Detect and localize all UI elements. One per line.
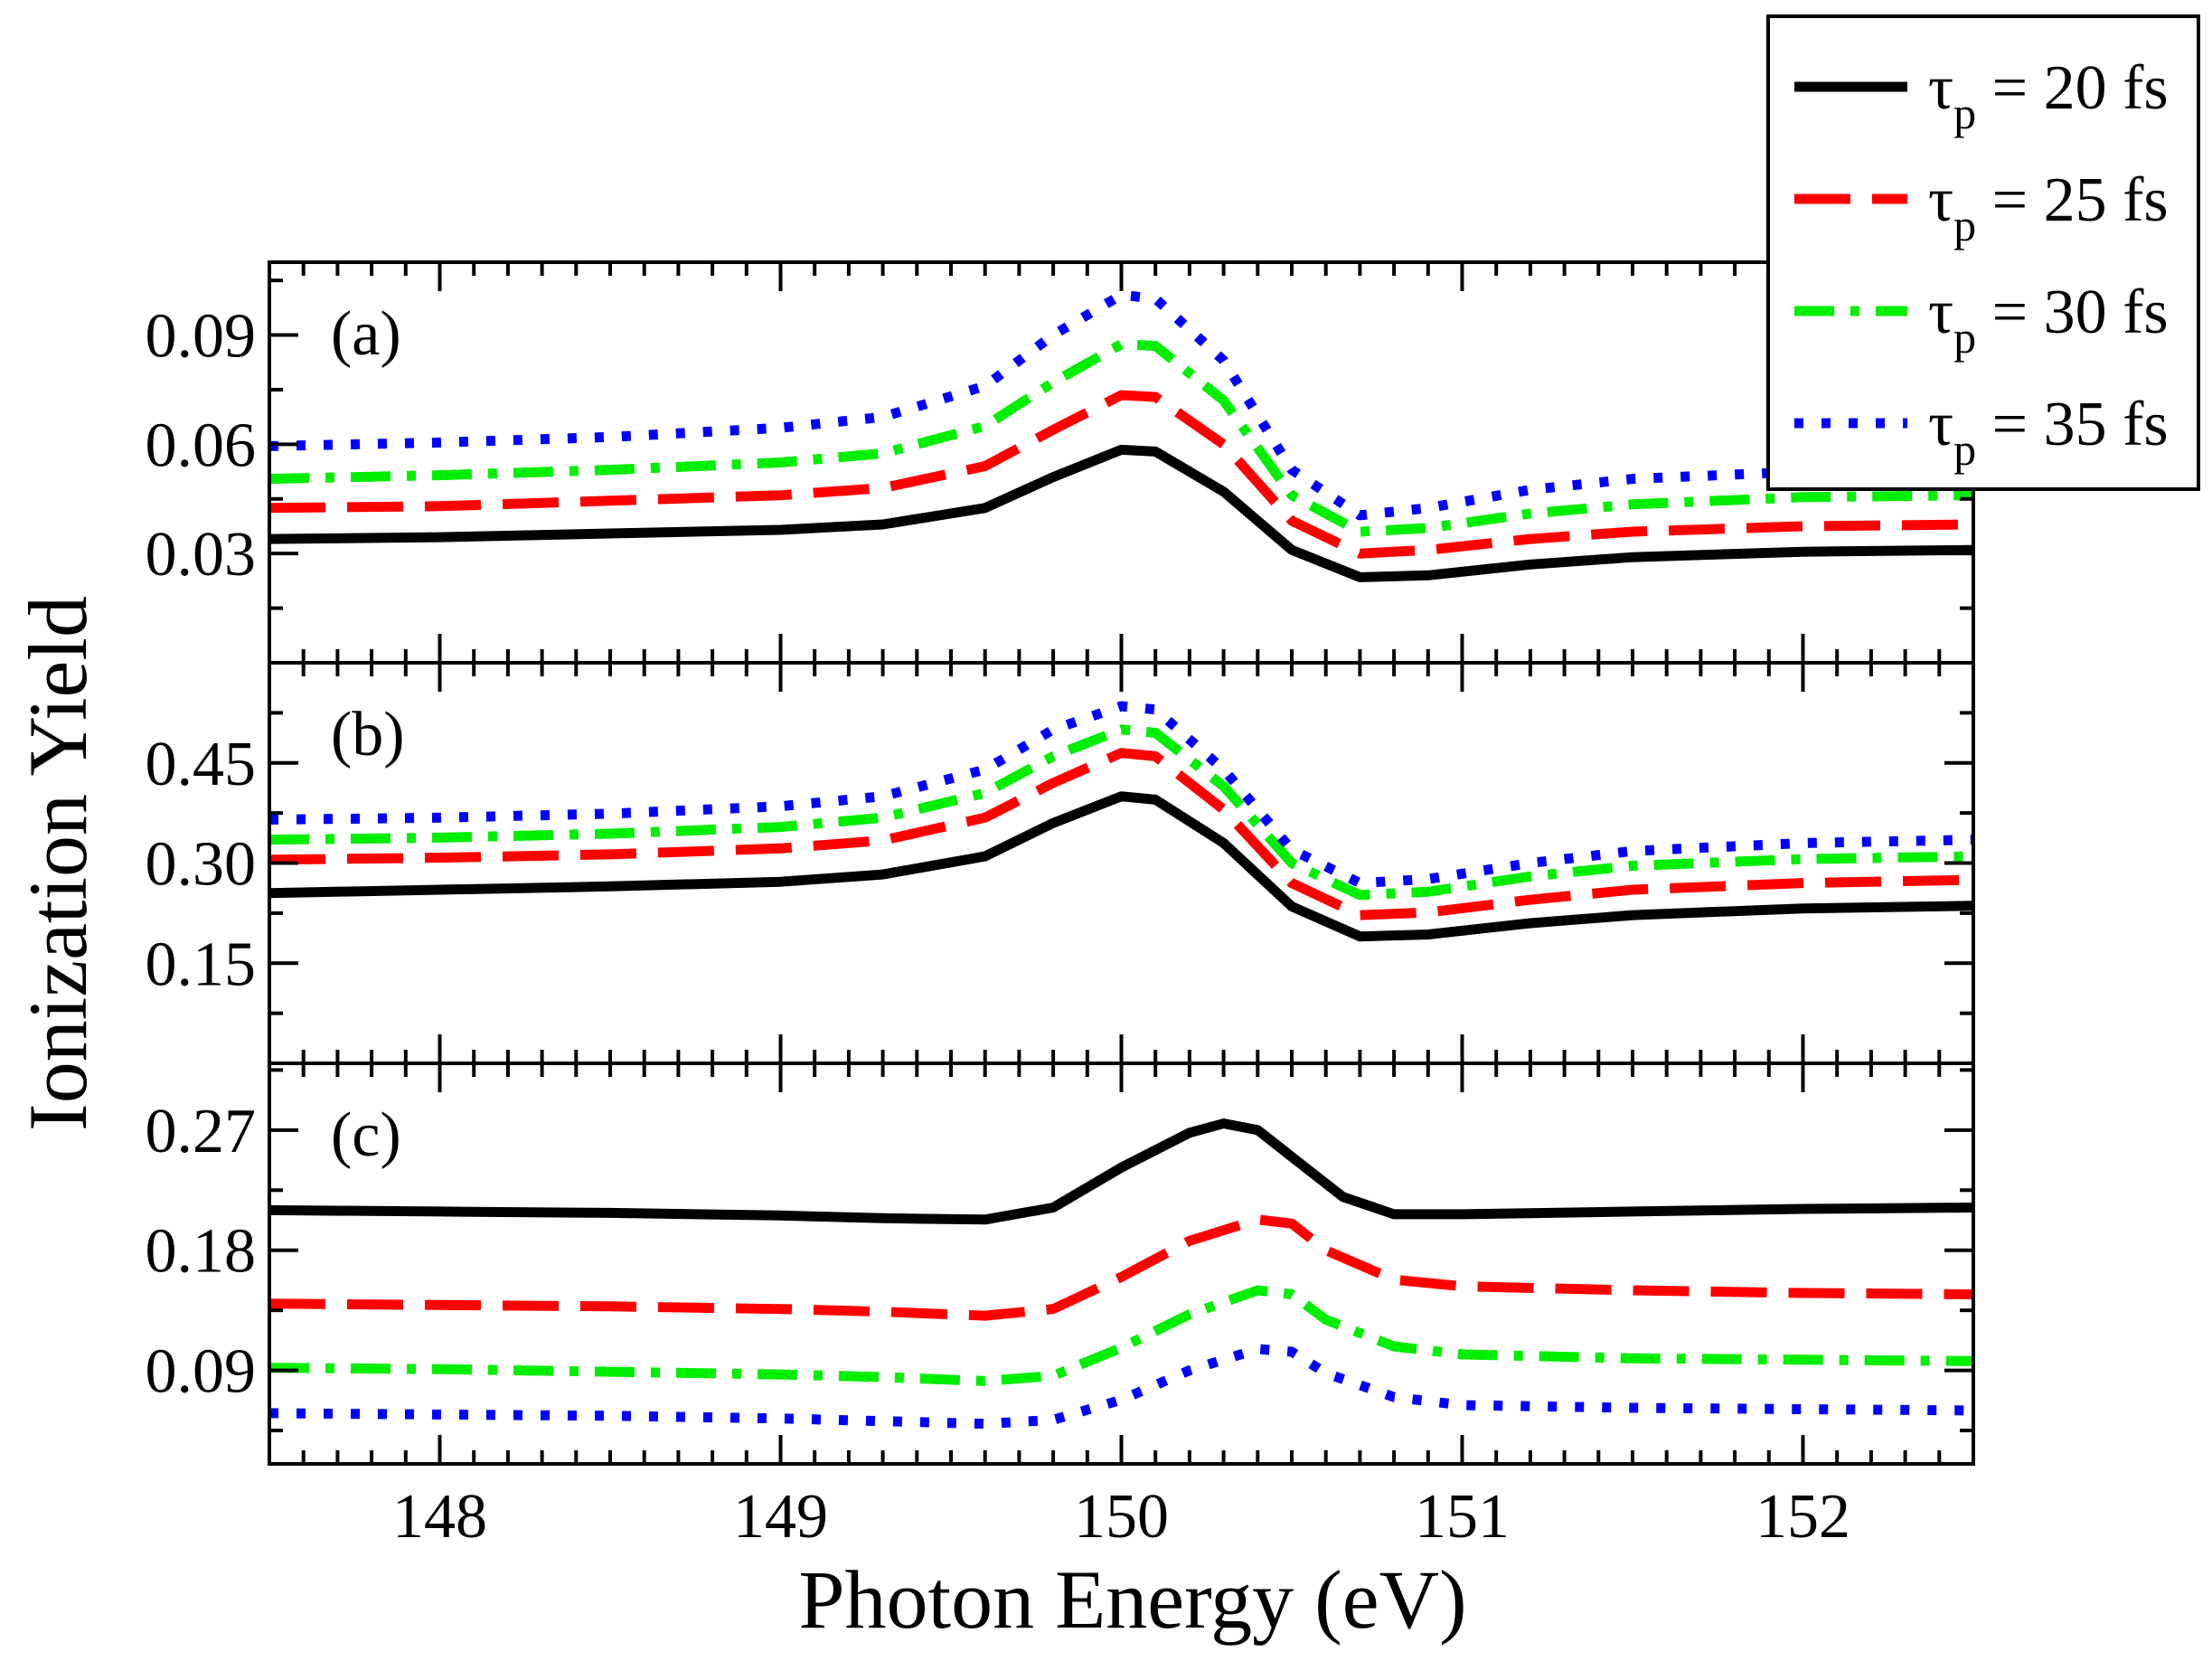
series-line-4 [269,701,1973,889]
panel-c: 0.09 0.18 0.27 (c) [146,1062,1975,1466]
legend-label: τp = 20 fs [1928,53,2169,138]
series-line-2 [269,748,1973,920]
series-line-3 [269,339,1973,537]
legend-label: τp = 30 fs [1928,278,2169,363]
legend-label: τp = 25 fs [1928,165,2169,250]
x-tick-label: 150 [1074,1482,1169,1552]
x-tick-label: 149 [733,1482,828,1552]
y-tick-label: 0.45 [146,730,257,799]
series-line-2 [269,1214,1973,1321]
x-tick-label: 148 [392,1482,487,1552]
legend-label: τp = 35 fs [1928,390,2169,475]
series-line-3 [269,724,1973,901]
series-line-1 [269,1118,1973,1225]
y-axis-title: Ionization Yield [12,596,104,1131]
series-line-1 [269,791,1973,942]
y-tick-label: 0.30 [146,830,257,900]
y-tick-label: 0.06 [146,411,257,480]
panel-a: 0.03 0.06 0.09 (a) [146,260,1975,665]
series-line-1 [269,444,1973,582]
panel-label: (c) [331,1100,401,1170]
series-line-3 [269,1285,1973,1386]
x-tick-label: 151 [1415,1482,1510,1552]
series-line-4 [269,1344,1973,1430]
y-tick-label: 0.09 [146,302,257,372]
series-line-2 [269,390,1973,559]
panel-b: 0.15 0.30 0.45 (b) [146,661,1975,1065]
y-tick-label: 0.15 [146,930,257,999]
x-axis-title: Photon Energy (eV) [798,1553,1466,1646]
panel-label: (a) [331,299,401,369]
panel-label: (b) [331,700,405,769]
legend: τp = 20 fs τp = 25 fs τp = 30 fs τp = 35 fs [1766,14,2200,491]
series-line-4 [269,289,1973,521]
y-tick-label: 0.09 [146,1337,257,1407]
x-tick-label: 152 [1755,1482,1850,1552]
legend-box [1766,14,2200,491]
y-tick-label: 0.03 [146,520,257,590]
y-tick-label: 0.18 [146,1217,257,1287]
panel-frame [268,260,1975,665]
panels-layer: 0.030.060.09 (a)0.150.300.45 (b)0.090.180.… [146,260,1975,1552]
y-tick-label: 0.27 [146,1097,257,1166]
